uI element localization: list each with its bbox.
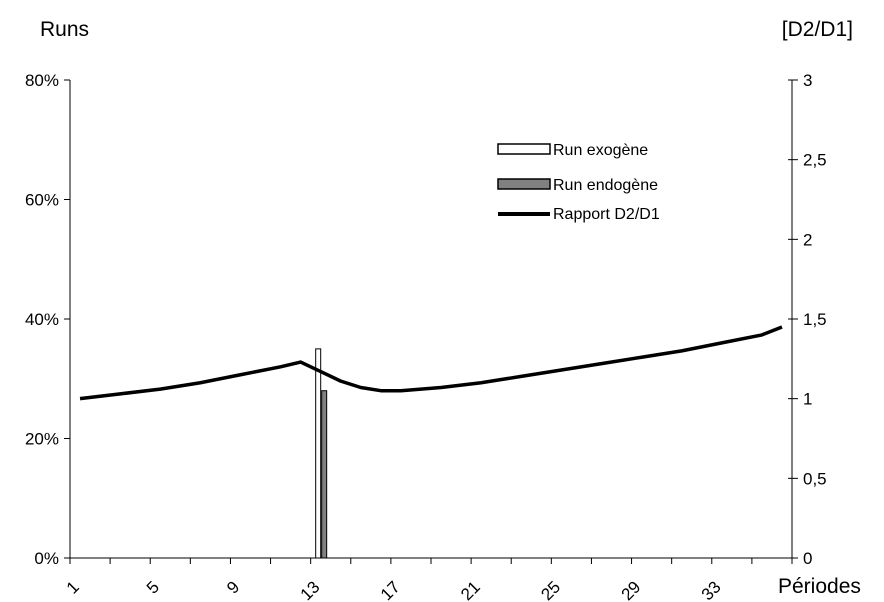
y-left-label: Runs: [40, 18, 89, 41]
legend-label-run-endogene: Run endogène: [553, 177, 658, 194]
y-left-tick-label-40: 40%: [25, 310, 59, 329]
y-left-tick-label-60: 60%: [25, 191, 59, 210]
x-tick-label-13: 13: [297, 577, 324, 602]
legend-swatch-run-endogene: [497, 178, 551, 190]
bar-run-exog-ne-13: [315, 348, 322, 559]
lines: [79, 325, 783, 401]
y-right-tick-label-0-5: 0,5: [803, 469, 827, 488]
ticks: 0% 20% 40% 60% 80% 0 0,5 1 1,5 2 2,5 3 1 5 9 13 17 21 25 29…: [25, 71, 827, 602]
x-tick-label-33: 33: [698, 577, 725, 602]
x-axis-label: Périodes: [778, 575, 861, 598]
y-right-tick-label-2: 2: [803, 230, 812, 249]
legend-label-run-exogene: Run exogène: [553, 142, 648, 159]
y-right-tick-label-2-5: 2,5: [803, 151, 827, 170]
y-right-label: [D2/D1]: [782, 18, 853, 41]
legend: Run exogène Run endogène Rapport D2/D1: [497, 142, 660, 223]
x-tick-label-21: 21: [457, 577, 484, 602]
x-tick-label-25: 25: [537, 577, 564, 602]
bars: [315, 348, 328, 559]
x-tick-label-17: 17: [377, 577, 404, 602]
x-tick-label-1: 1: [63, 577, 83, 597]
y-right-tick-label-3: 3: [803, 71, 812, 90]
x-tick-label-5: 5: [143, 577, 163, 597]
x-tick-label-29: 29: [618, 577, 645, 602]
line-rapport-d2-d1: [79, 325, 783, 401]
y-left-tick-label-20: 20%: [25, 430, 59, 449]
axes: [69, 80, 793, 559]
legend-swatch-run-exogene: [497, 143, 551, 155]
x-tick-label-9: 9: [223, 577, 243, 597]
y-left-tick-label-80: 80%: [25, 71, 59, 90]
y-right-tick-label-0: 0: [803, 549, 812, 568]
bar-run-endog-ne-13: [321, 390, 328, 559]
legend-label-rapport: Rapport D2/D1: [553, 206, 660, 223]
y-right-tick-label-1-5: 1,5: [803, 310, 827, 329]
y-right-tick-label-1: 1: [803, 390, 812, 409]
y-left-tick-label-0: 0%: [34, 549, 59, 568]
